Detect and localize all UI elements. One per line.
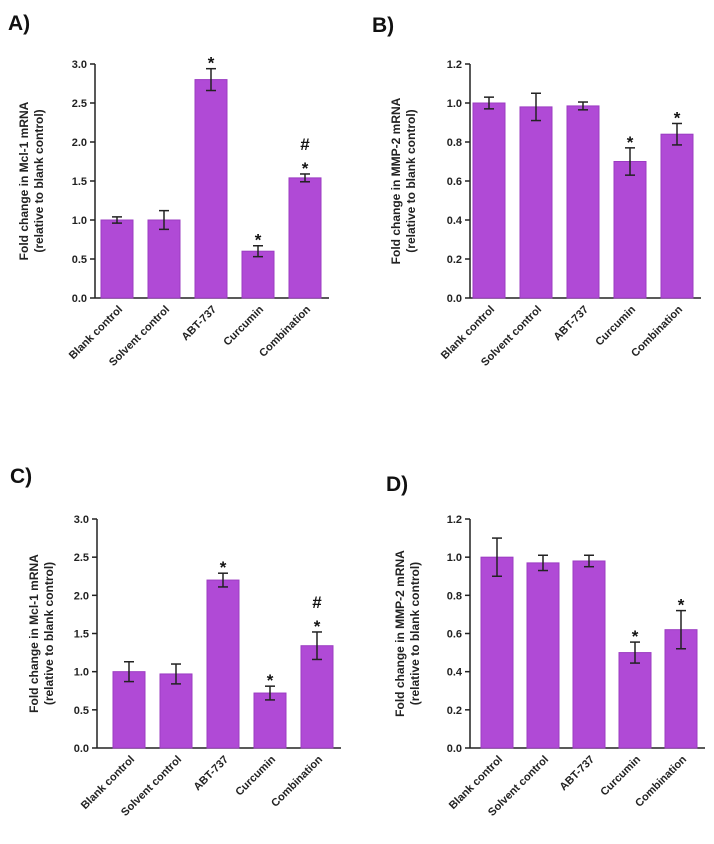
chart-panel-4: D) 0.0 0.2 0.4 0.6 0.8 1.0 1.2 Fold change in MM… xyxy=(386,473,705,819)
y-tick-label: 2.5 xyxy=(72,98,87,110)
y-tick-label: 1.5 xyxy=(72,176,87,188)
category-label: Curcumin xyxy=(221,303,266,348)
y-tick-label: 0.4 xyxy=(447,667,463,679)
category-label: ABT-737 xyxy=(180,304,220,344)
bar xyxy=(566,105,600,299)
bar xyxy=(100,219,134,299)
chart-panel-2: B) 0.0 0.2 0.4 0.6 0.8 1.0 1.2 Fold change in MM… xyxy=(372,14,701,369)
bar xyxy=(194,79,228,299)
panel-label: B) xyxy=(372,14,394,37)
bar xyxy=(112,671,146,749)
chart-panel-3: C) 0.0 0.5 1.0 1.5 2.0 2.5 3.0 Fold change in Mc… xyxy=(10,465,341,819)
bar xyxy=(572,560,606,749)
y-axis-label: Fold change in MMP-2 mRNA xyxy=(389,97,403,264)
significance-star: * xyxy=(220,558,227,577)
significance-star: * xyxy=(314,617,321,636)
panel-label: C) xyxy=(10,465,32,488)
bar xyxy=(618,652,652,749)
y-tick-label: 0.6 xyxy=(447,629,462,641)
significance-star: * xyxy=(632,627,639,646)
y-axis-label-sub: (relative to blank control) xyxy=(408,562,422,705)
y-tick-label: 1.5 xyxy=(74,629,89,641)
bar xyxy=(147,219,181,299)
y-tick-label: 0.0 xyxy=(447,293,462,305)
bar xyxy=(480,556,514,749)
y-tick-label: 0.5 xyxy=(72,254,87,266)
panel-label: D) xyxy=(386,473,408,496)
y-tick-label: 1.0 xyxy=(447,552,462,564)
category-label: ABT-737 xyxy=(558,754,598,794)
y-tick-label: 2.0 xyxy=(72,137,87,149)
y-tick-label: 0.2 xyxy=(447,705,462,717)
category-label: ABT-737 xyxy=(192,754,232,794)
y-tick-label: 0.8 xyxy=(447,590,462,602)
bar xyxy=(526,562,560,749)
category-label: Curcumin xyxy=(233,753,278,798)
significance-star: * xyxy=(302,159,309,178)
bar xyxy=(613,161,647,299)
category-label: ABT-737 xyxy=(552,304,592,344)
y-tick-label: 0.0 xyxy=(74,743,89,755)
category-label: Curcumin xyxy=(593,303,638,348)
y-tick-label: 2.5 xyxy=(74,552,89,564)
bar xyxy=(660,133,694,299)
significance-star: * xyxy=(678,596,685,615)
y-tick-label: 0.4 xyxy=(447,215,463,227)
bar xyxy=(159,673,193,749)
significance-star: * xyxy=(267,671,274,690)
category-label: Curcumin xyxy=(598,753,643,798)
bar xyxy=(253,692,287,749)
y-tick-label: 3.0 xyxy=(72,59,87,71)
y-tick-label: 2.0 xyxy=(74,590,89,602)
y-axis-label: Fold change in Mcl-1 mRNA xyxy=(17,101,31,260)
y-tick-label: 1.0 xyxy=(72,215,87,227)
bar xyxy=(519,106,553,299)
significance-star: * xyxy=(627,133,634,152)
y-axis-label-sub: (relative to blank control) xyxy=(32,109,46,252)
significance-star: * xyxy=(255,231,262,250)
y-axis-label: Fold change in Mcl-1 mRNA xyxy=(27,554,41,713)
panel-label: A) xyxy=(8,12,30,35)
bar xyxy=(288,177,322,299)
y-tick-label: 0.0 xyxy=(447,743,462,755)
y-axis-label-sub: (relative to blank control) xyxy=(404,109,418,252)
y-tick-label: 0.5 xyxy=(74,705,89,717)
y-tick-label: 0.8 xyxy=(447,137,462,149)
significance-star: * xyxy=(208,54,215,73)
y-tick-label: 0.6 xyxy=(447,176,462,188)
y-tick-label: 1.2 xyxy=(447,514,462,526)
y-tick-label: 3.0 xyxy=(74,514,89,526)
y-tick-label: 1.0 xyxy=(447,98,462,110)
y-axis-label-sub: (relative to blank control) xyxy=(42,562,56,705)
bar xyxy=(241,250,275,299)
bar xyxy=(300,645,334,749)
y-tick-label: 1.0 xyxy=(74,667,89,679)
significance-hash: # xyxy=(300,135,310,154)
significance-star: * xyxy=(674,108,681,127)
y-tick-label: 1.2 xyxy=(447,59,462,71)
y-axis-label: Fold change in MMP-2 mRNA xyxy=(393,550,407,717)
chart-panel-1: A) 0.0 0.5 1.0 1.5 2.0 2.5 3.0 Fold change in Mc… xyxy=(8,12,329,369)
bar xyxy=(206,579,240,749)
significance-hash: # xyxy=(312,593,322,612)
y-tick-label: 0.2 xyxy=(447,254,462,266)
y-tick-label: 0.0 xyxy=(72,293,87,305)
bar xyxy=(472,102,506,299)
